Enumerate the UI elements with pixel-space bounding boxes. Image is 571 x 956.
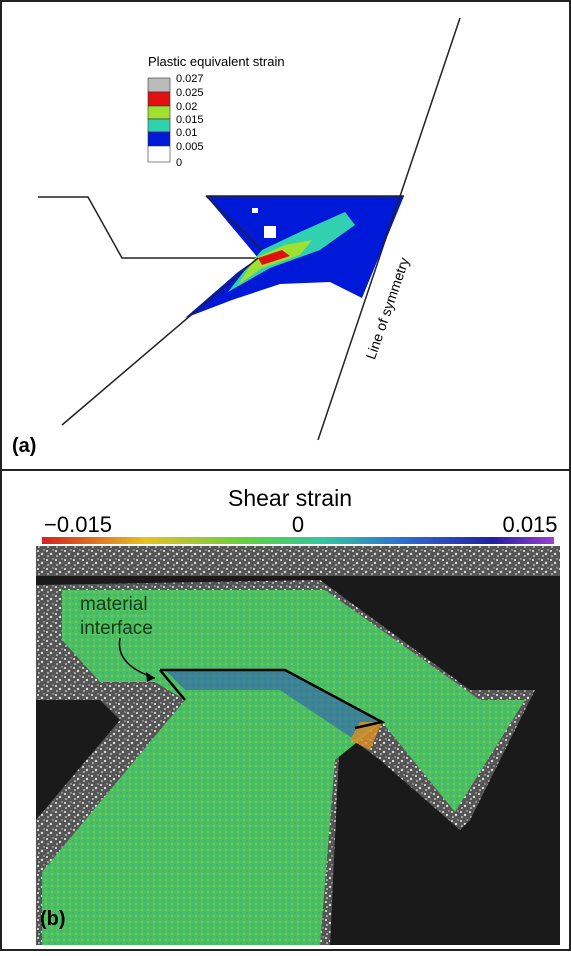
legend	[148, 78, 170, 162]
legend-label: 0.025	[176, 87, 204, 99]
annotation: material	[80, 594, 148, 615]
colorbar-tick: −0.015	[44, 512, 112, 537]
colorbar-tick: 0.015	[502, 512, 557, 537]
legend-label: 0.02	[176, 101, 197, 113]
image-band	[36, 546, 560, 576]
legend-swatch	[148, 146, 170, 162]
page: {"panel_a": {"label": "(a)", "legend": {…	[0, 0, 571, 951]
legend-title: Plastic equivalent strain	[148, 54, 285, 69]
legend-label: 0.005	[176, 141, 204, 153]
contour-white	[252, 208, 258, 213]
legend-swatch	[148, 78, 170, 92]
figure: Line of symmetry Plastic equivalent stra…	[0, 0, 571, 951]
legend-label: 0.027	[176, 73, 204, 85]
colorbar-tick: 0	[292, 512, 304, 537]
colorbar-title: Shear strain	[228, 485, 352, 511]
legend-swatch	[148, 92, 170, 106]
legend-label: 0.015	[176, 114, 204, 126]
legend-swatch	[148, 132, 170, 146]
legend-label: 0.01	[176, 127, 197, 139]
panel-label: (a)	[12, 435, 36, 457]
annotation: interface	[80, 618, 153, 639]
legend-swatch	[148, 106, 170, 119]
legend-swatch	[148, 119, 170, 132]
legend-label: 0	[176, 157, 182, 169]
contour-white	[264, 226, 276, 238]
colorbar	[42, 537, 554, 544]
panel-label: (b)	[40, 908, 66, 930]
